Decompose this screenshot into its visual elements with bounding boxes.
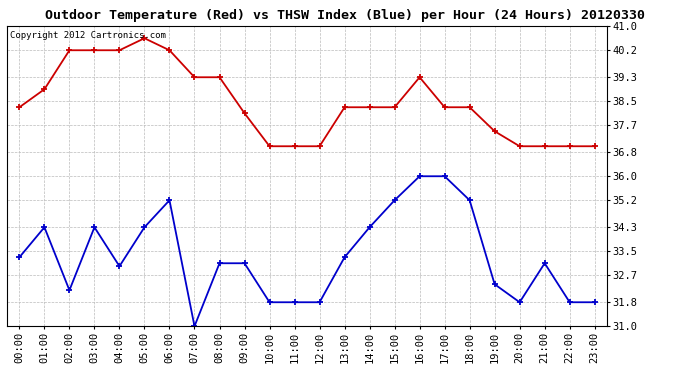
- Text: Copyright 2012 Cartronics.com: Copyright 2012 Cartronics.com: [10, 31, 166, 40]
- Text: Outdoor Temperature (Red) vs THSW Index (Blue) per Hour (24 Hours) 20120330: Outdoor Temperature (Red) vs THSW Index …: [45, 9, 645, 22]
